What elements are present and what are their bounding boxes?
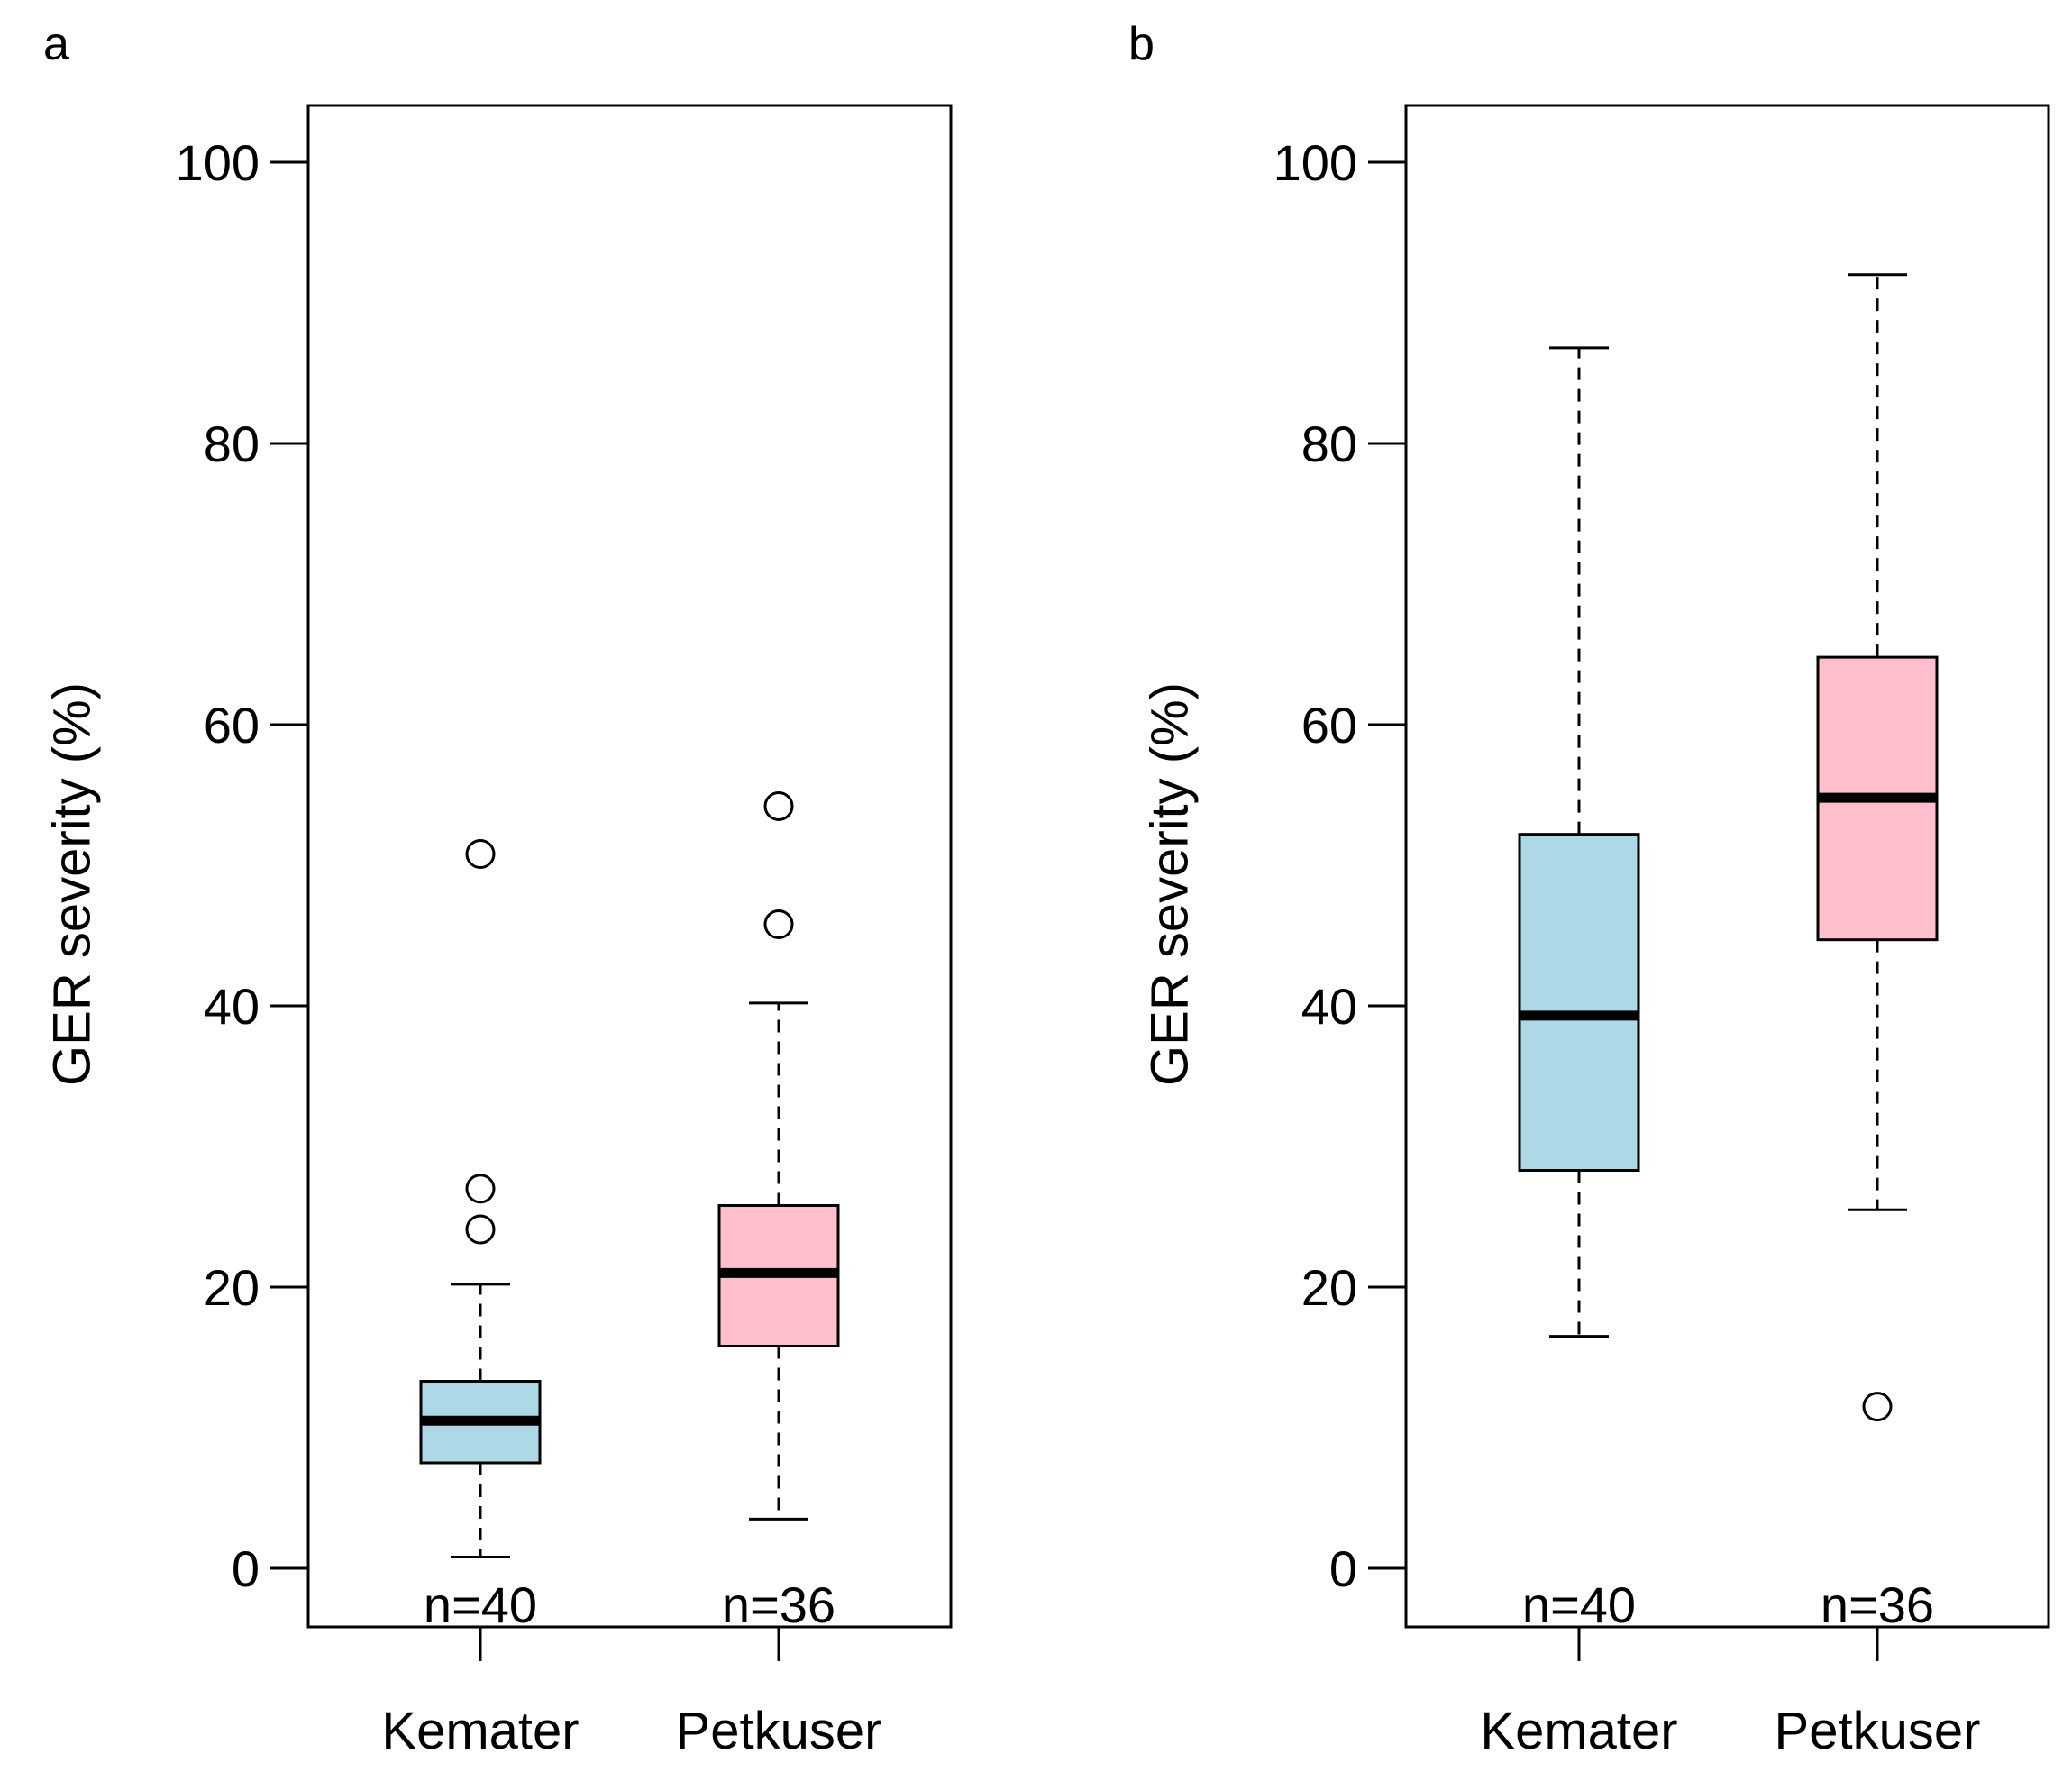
n-label: n=36 [722, 1576, 835, 1633]
n-label: n=40 [424, 1576, 537, 1633]
plot-frame [1404, 104, 2050, 1629]
x-category-label: Petkuser [676, 1702, 882, 1760]
y-axis-label: GER severity (%) [42, 682, 101, 1086]
y-tick-label: 100 [1273, 134, 1357, 191]
y-tick-label: 100 [176, 134, 260, 191]
y-tick-label: 0 [232, 1540, 260, 1597]
outlier-point [1862, 1392, 1893, 1422]
n-label: n=40 [1522, 1576, 1636, 1633]
y-tick-label: 40 [204, 978, 260, 1035]
y-tick-label: 20 [1301, 1259, 1357, 1316]
box-iqr [1518, 833, 1640, 1173]
y-tick-label: 80 [1301, 416, 1357, 472]
panel-letter: b [1128, 18, 1155, 70]
y-tick-label: 0 [1329, 1540, 1357, 1597]
x-category-label: Petkuser [1775, 1702, 1981, 1760]
y-tick-label: 40 [1301, 978, 1357, 1035]
y-axis-label: GER severity (%) [1140, 682, 1199, 1086]
y-tick-label: 80 [204, 416, 260, 472]
outlier-point [763, 909, 794, 940]
plot-frame [306, 104, 953, 1629]
panel-a: a 0 20 40 60 80 100 GER severity (%) n=40 n=36 Kem… [42, 18, 953, 1760]
outlier-point [465, 839, 496, 870]
x-category-label: Kemater [1480, 1702, 1677, 1760]
panel-b: b 0 20 40 60 80 100 GER severity (%) n=40 n=36 Kem… [1128, 18, 2050, 1760]
panel-letter: a [43, 18, 69, 70]
x-category-label: Kemater [381, 1702, 579, 1760]
outlier-point [465, 1214, 496, 1245]
outlier-point [465, 1174, 496, 1204]
y-tick-label: 60 [204, 697, 260, 754]
y-tick-label: 20 [204, 1259, 260, 1316]
outlier-point [763, 790, 794, 821]
n-label: n=36 [1821, 1576, 1934, 1633]
y-tick-label: 60 [1301, 697, 1357, 754]
